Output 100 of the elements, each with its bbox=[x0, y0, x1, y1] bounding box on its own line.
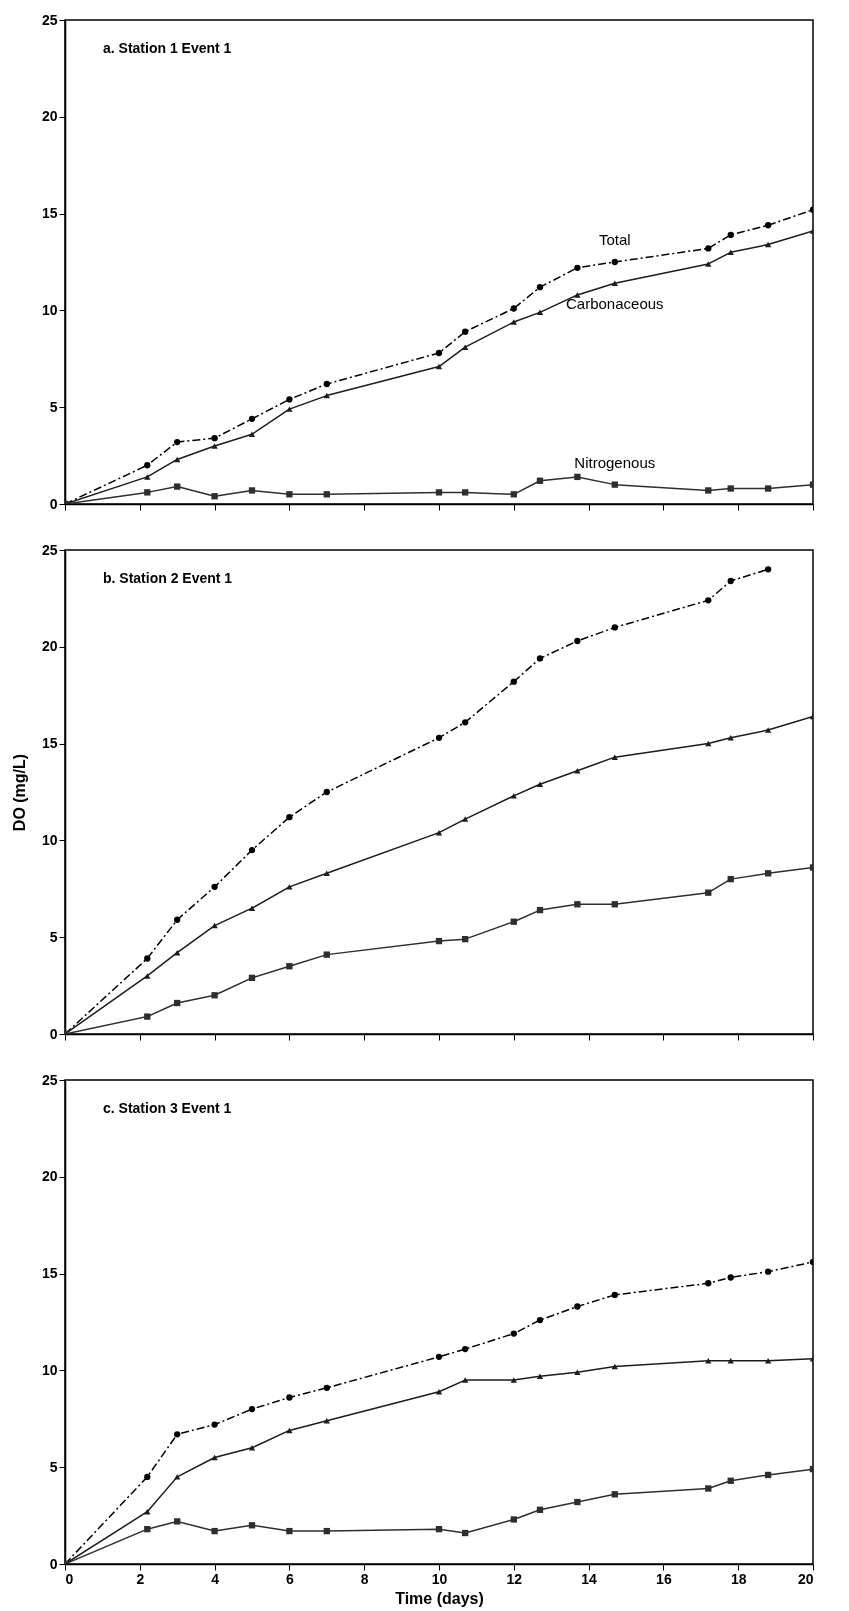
point bbox=[727, 875, 734, 883]
point bbox=[510, 1516, 517, 1523]
point bbox=[727, 1274, 734, 1281]
point bbox=[574, 1369, 581, 1376]
y-tick-label: 15 bbox=[41, 1265, 58, 1282]
y-tick-label: 10 bbox=[41, 831, 58, 848]
y-tick-label: 10 bbox=[41, 1361, 58, 1378]
point bbox=[435, 363, 443, 370]
point bbox=[211, 443, 218, 449]
point bbox=[286, 814, 293, 821]
point bbox=[536, 1316, 544, 1324]
point bbox=[211, 1527, 218, 1535]
point bbox=[435, 734, 443, 741]
point bbox=[462, 816, 469, 822]
point bbox=[462, 1529, 469, 1537]
point bbox=[144, 955, 151, 962]
point bbox=[764, 727, 772, 733]
point bbox=[435, 1353, 443, 1360]
point bbox=[174, 916, 181, 923]
point bbox=[462, 489, 469, 496]
point bbox=[764, 1471, 772, 1479]
point bbox=[323, 380, 330, 388]
point bbox=[174, 1518, 181, 1525]
point bbox=[323, 491, 330, 498]
point bbox=[727, 485, 734, 492]
point bbox=[462, 344, 469, 350]
point bbox=[174, 999, 181, 1007]
point bbox=[144, 489, 151, 496]
y-tick-label: 5 bbox=[49, 928, 58, 945]
point bbox=[435, 349, 443, 357]
point bbox=[705, 261, 712, 267]
point bbox=[144, 1013, 151, 1020]
point bbox=[510, 793, 517, 799]
point bbox=[764, 222, 772, 229]
point bbox=[536, 309, 544, 316]
point bbox=[462, 328, 469, 335]
point bbox=[286, 1527, 293, 1535]
y-tick-label: 15 bbox=[41, 735, 58, 752]
point bbox=[286, 963, 293, 970]
point bbox=[510, 1377, 517, 1383]
point bbox=[705, 245, 712, 252]
point bbox=[510, 491, 517, 498]
point bbox=[611, 624, 618, 631]
point bbox=[248, 1405, 256, 1413]
point bbox=[462, 1377, 469, 1383]
point bbox=[435, 489, 443, 496]
point bbox=[510, 305, 517, 312]
point bbox=[510, 918, 517, 925]
point bbox=[144, 462, 151, 469]
point bbox=[611, 1291, 618, 1299]
point bbox=[705, 1485, 712, 1492]
point bbox=[574, 901, 581, 908]
x-tick-label: 0 bbox=[65, 1570, 74, 1587]
point bbox=[211, 435, 218, 442]
point bbox=[248, 431, 256, 438]
text: a. Station 1 Event 1 bbox=[103, 40, 232, 56]
point bbox=[435, 1525, 443, 1533]
point bbox=[536, 655, 544, 662]
point bbox=[611, 754, 618, 760]
x-tick-label: 14 bbox=[581, 1570, 598, 1587]
point bbox=[174, 438, 181, 446]
text: c. Station 3 Event 1 bbox=[103, 1100, 232, 1116]
point bbox=[462, 1345, 469, 1353]
point bbox=[248, 1522, 256, 1529]
y-axis-title: DO (mg/L) bbox=[10, 753, 28, 832]
point bbox=[536, 1506, 544, 1513]
point bbox=[211, 992, 218, 999]
series-label: Nitrogenous bbox=[574, 453, 656, 471]
point bbox=[462, 935, 469, 943]
point bbox=[323, 951, 330, 958]
point bbox=[611, 258, 618, 266]
point bbox=[286, 1427, 293, 1434]
point bbox=[705, 597, 712, 604]
point bbox=[286, 406, 293, 412]
y-tick-label: 10 bbox=[41, 301, 58, 318]
point bbox=[323, 788, 330, 796]
point bbox=[174, 1474, 181, 1480]
point bbox=[764, 566, 772, 573]
point bbox=[286, 884, 293, 890]
x-tick-label: 2 bbox=[136, 1570, 145, 1587]
x-tick-label: 4 bbox=[211, 1570, 220, 1587]
point bbox=[705, 487, 712, 494]
point bbox=[144, 474, 151, 480]
point bbox=[727, 249, 734, 256]
x-axis-title: Time (days) bbox=[395, 1589, 484, 1607]
point bbox=[536, 284, 544, 291]
point bbox=[286, 491, 293, 498]
point bbox=[727, 1477, 734, 1484]
point bbox=[435, 937, 443, 945]
point bbox=[248, 415, 256, 422]
point bbox=[510, 319, 517, 325]
x-tick-label: 16 bbox=[656, 1570, 672, 1587]
x-tick-label: 6 bbox=[286, 1570, 294, 1587]
point bbox=[286, 1394, 293, 1401]
y-tick-label: 5 bbox=[49, 398, 58, 415]
point bbox=[574, 1303, 581, 1310]
point bbox=[323, 1384, 330, 1391]
point bbox=[174, 456, 181, 463]
x-tick-label: 8 bbox=[360, 1570, 369, 1587]
point bbox=[211, 1421, 218, 1428]
